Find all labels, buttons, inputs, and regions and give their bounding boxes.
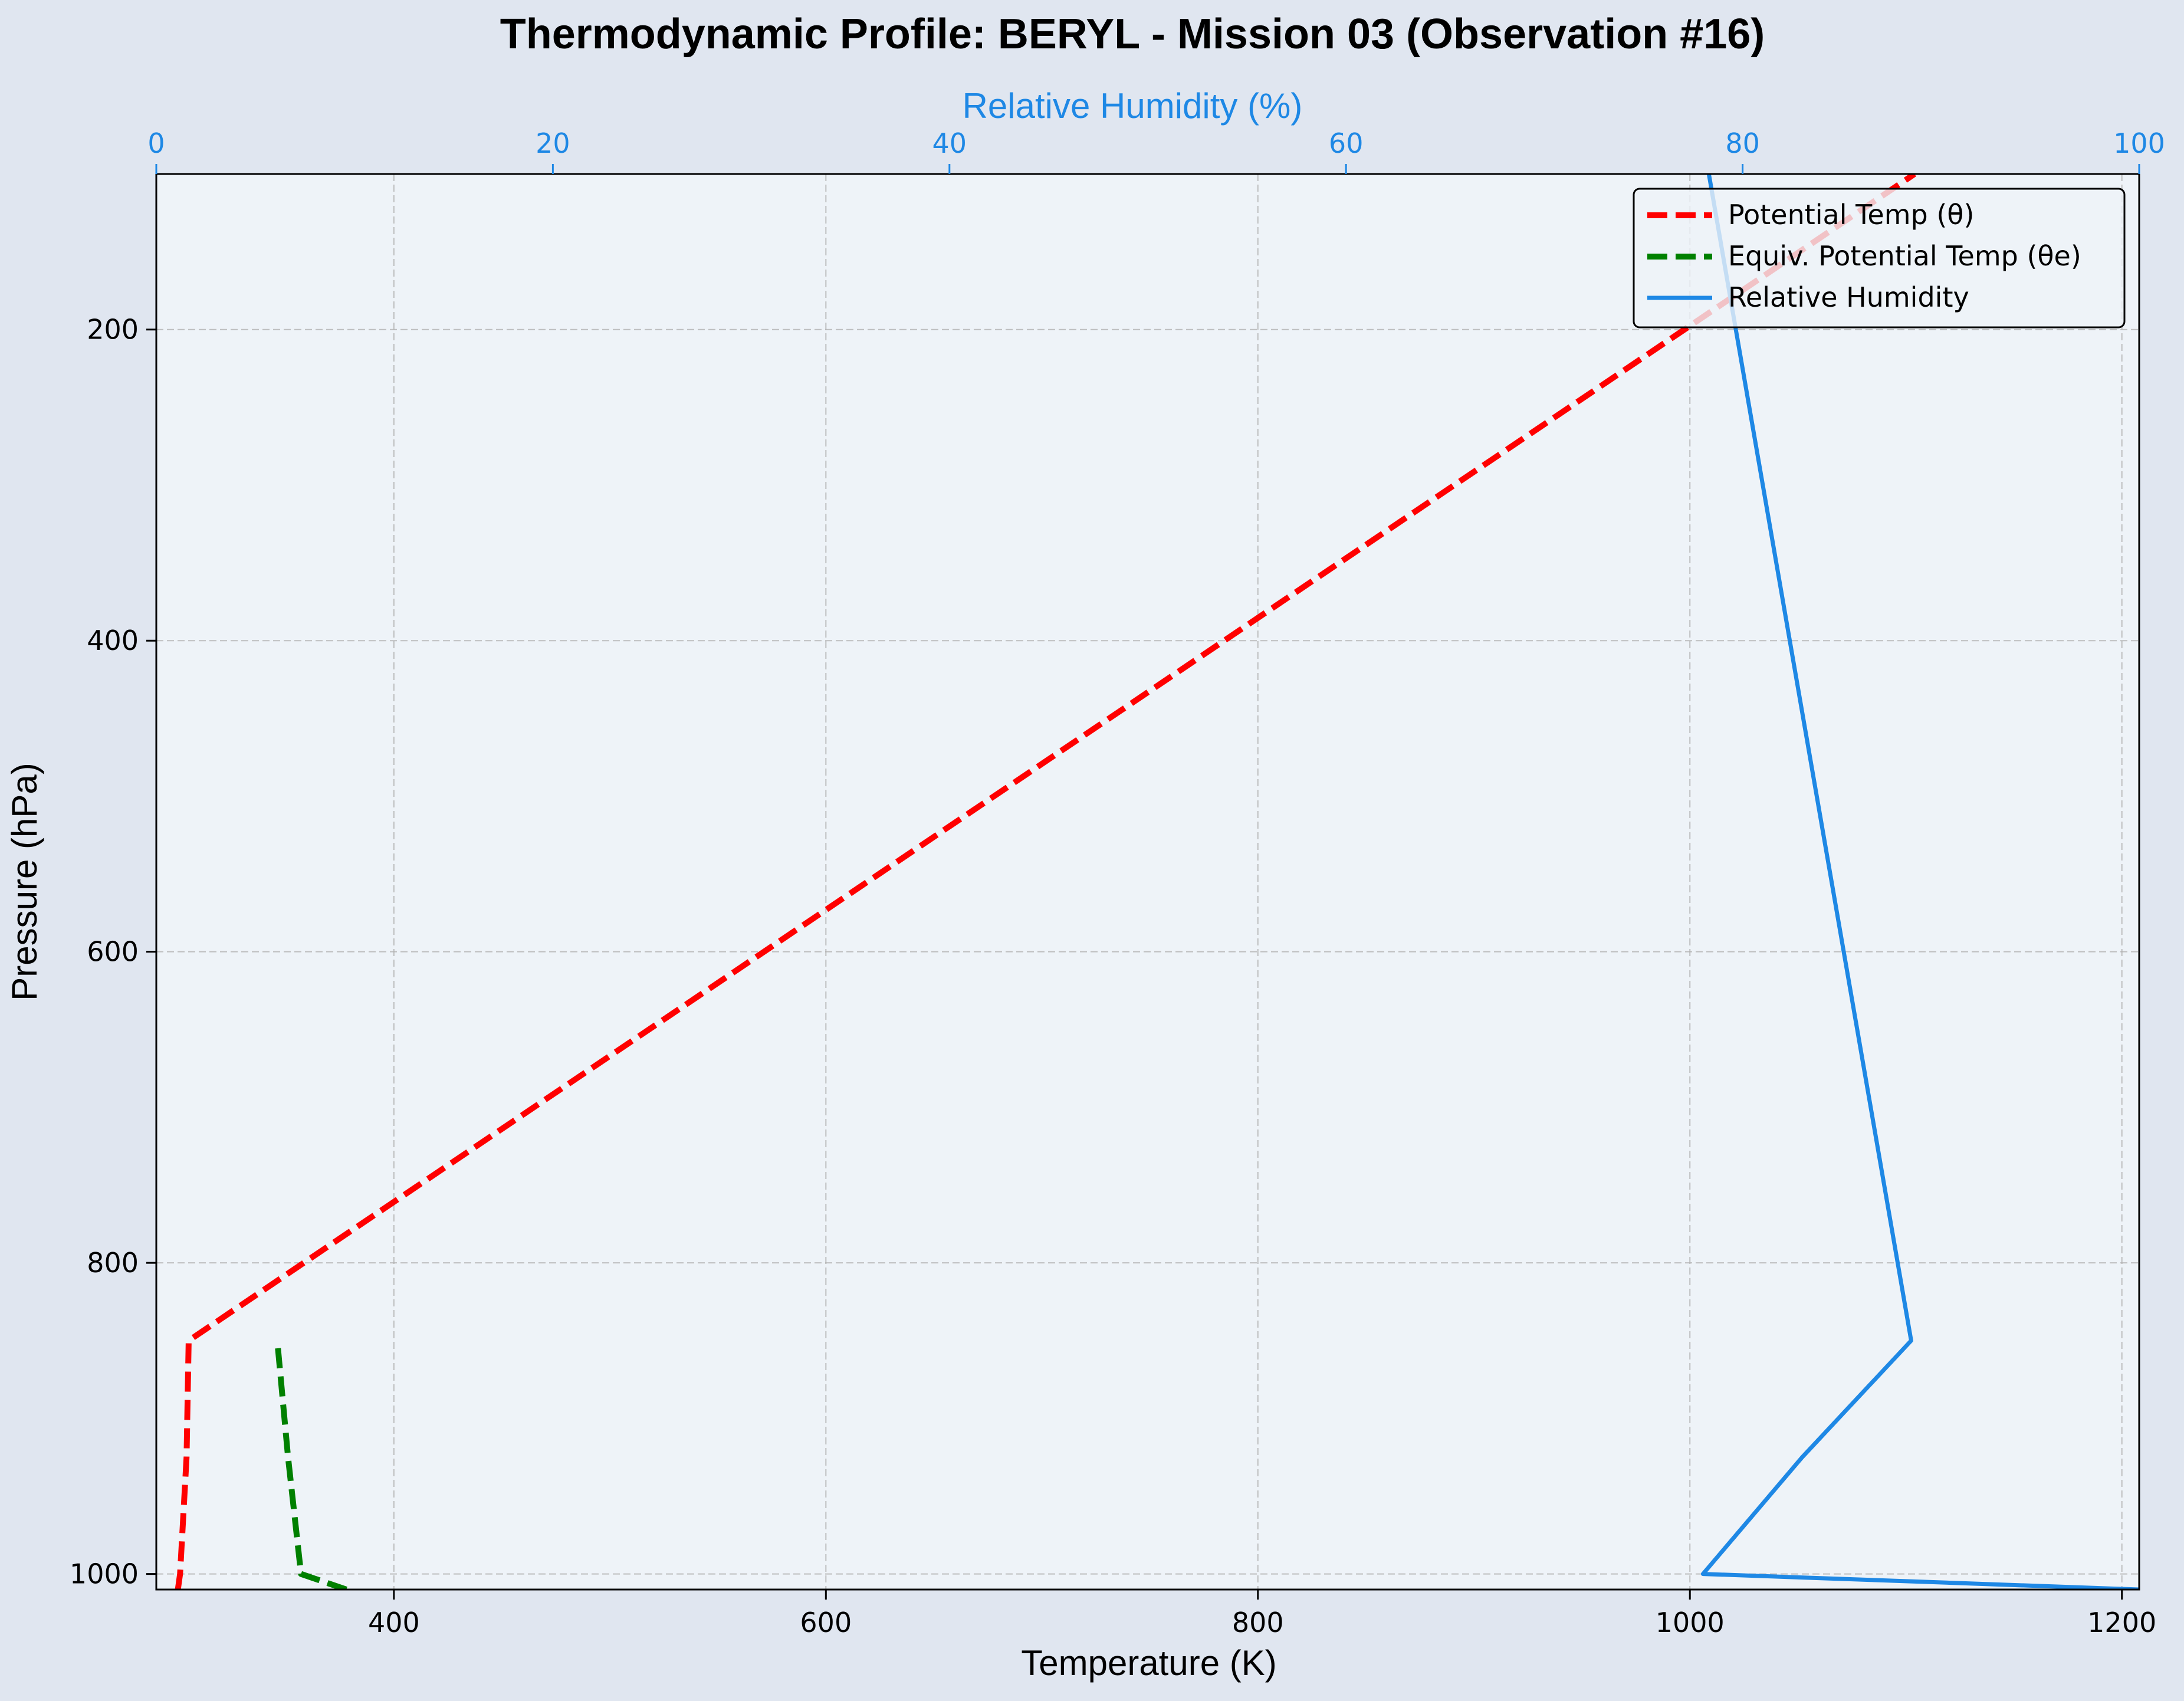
y-tick-label: 200 [87,314,139,346]
legend-label-1: Potential Temp (θ) [1728,199,1974,231]
series-lines [175,174,2139,1590]
chart-title: Thermodynamic Profile: BERYL - Mission 0… [500,11,1765,58]
x-tick-label: 1200 [2087,1607,2156,1638]
y-tick-label: 400 [87,625,139,656]
y-tick-label: 1000 [70,1558,139,1590]
x2-tick-label: 100 [2113,127,2165,159]
plot-area [156,174,2139,1590]
y-tick-label: 600 [87,936,139,968]
humidity-axis-label: Relative Humidity (%) [963,86,1303,126]
temperature-axis-label: Temperature (K) [1021,1643,1276,1683]
x-tick-label: 400 [368,1607,420,1638]
plot-frame [155,173,2140,1591]
legend: Potential Temp (θ) Equiv. Potential Temp … [1633,188,2126,329]
y-tick-label: 800 [87,1247,139,1279]
series-line-1 [175,174,1916,1590]
x-tick-label: 600 [800,1607,852,1638]
x-tick-label: 800 [1232,1607,1284,1638]
legend-box [1633,188,2126,329]
grid-lines [156,174,2139,1590]
x-tick-label: 1000 [1656,1607,1725,1638]
x2-tick-label: 40 [932,127,967,159]
x2-tick-label: 60 [1329,127,1364,159]
legend-label-3: Relative Humidity [1728,281,1969,313]
x2-tick-label: 20 [536,127,570,159]
series-line-3 [1700,174,2139,1590]
x2-tick-label: 80 [1725,127,1760,159]
pressure-axis-label: Pressure (hPa) [5,763,44,1000]
legend-label-2: Equiv. Potential Temp (θe) [1728,240,2081,272]
x2-tick-label: 0 [147,127,165,159]
axis-ticks: 400 600 800 1000 1200 200 400 600 800 1000 0 20 40 60… [70,127,2165,1638]
